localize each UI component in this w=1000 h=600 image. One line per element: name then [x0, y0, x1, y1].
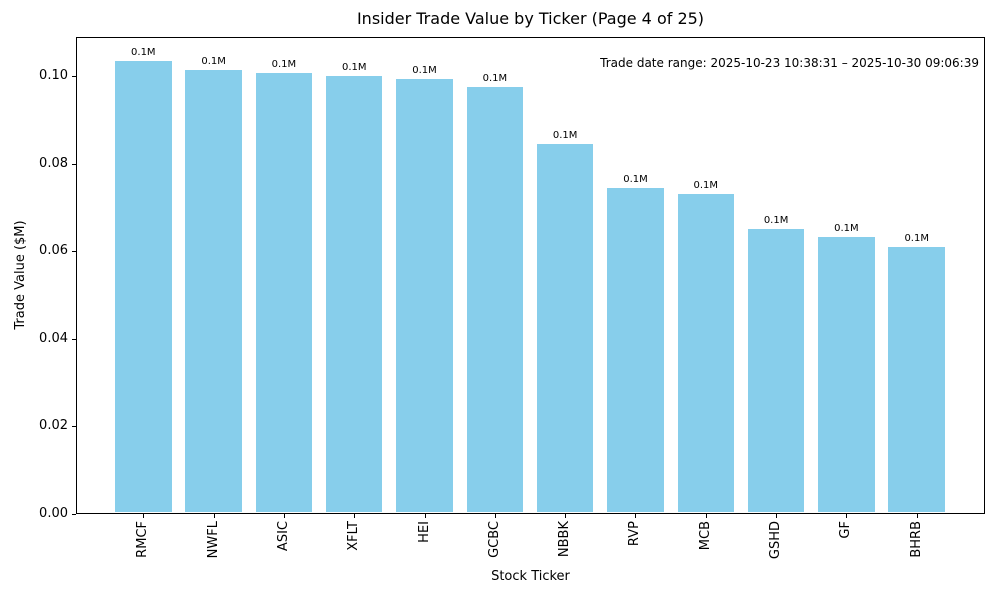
bar [115, 60, 172, 513]
x-tick-mark [565, 514, 567, 518]
x-tick-mark [705, 514, 707, 518]
x-tick-label: MCB [697, 521, 713, 551]
bar-value-label: 0.1M [763, 214, 789, 226]
bar [888, 247, 945, 513]
x-tick-label: BHRB [908, 521, 924, 558]
bar-value-label: 0.1M [623, 174, 648, 186]
x-tick-label: XFLT [346, 521, 362, 551]
x-tick-mark [494, 514, 496, 518]
y-tick-label: 0.10 [39, 68, 68, 84]
x-tick-label: RVP [627, 521, 643, 547]
bar [607, 188, 664, 513]
y-tick-mark [72, 163, 76, 165]
x-tick-label: GCBC [486, 521, 502, 558]
bar-value-label: 0.1M [904, 233, 929, 245]
y-tick-mark [72, 338, 76, 340]
bar [325, 75, 383, 513]
bar [466, 87, 524, 513]
bar [818, 237, 875, 513]
x-tick-mark [283, 514, 285, 518]
y-tick-label: 0.04 [39, 330, 68, 346]
bar-value-label: 0.1M [834, 223, 859, 235]
bar [185, 69, 242, 513]
chart-title: Insider Trade Value by Ticker (Page 4 of… [356, 9, 705, 28]
bar-value-label: 0.1M [341, 61, 367, 73]
bar-value-label: 0.1M [131, 46, 156, 58]
bar-value-label: 0.1M [482, 73, 508, 85]
bar-value-label: 0.1M [693, 180, 719, 192]
x-tick-label: HEI [416, 521, 432, 543]
y-tick-label: 0.00 [39, 505, 68, 521]
x-tick-label: NBBK [557, 521, 573, 558]
bar [255, 72, 313, 513]
annotation-text: Trade date range: 2025-10-23 10:38:31 – … [600, 56, 979, 70]
x-tick-mark [143, 514, 145, 518]
x-tick-label: ASIC [275, 521, 291, 552]
y-tick-mark [72, 251, 76, 253]
bar-value-label: 0.1M [271, 58, 297, 70]
bar [747, 228, 805, 513]
y-tick-mark [72, 76, 76, 78]
x-tick-mark [846, 514, 848, 518]
x-tick-mark [635, 514, 637, 518]
bar [536, 143, 594, 513]
x-tick-label: GSHD [768, 521, 784, 560]
bar [396, 79, 453, 513]
x-tick-mark [916, 514, 918, 518]
y-tick-mark [72, 426, 76, 428]
x-tick-mark [354, 514, 356, 518]
bar [677, 194, 735, 513]
bar-value-label: 0.1M [412, 65, 437, 77]
y-tick-mark [72, 513, 76, 515]
x-tick-mark [213, 514, 215, 518]
x-axis-label: Stock Ticker [491, 569, 570, 584]
y-tick-label: 0.02 [39, 418, 68, 434]
y-axis-label: Trade Value ($M) [13, 220, 28, 330]
x-tick-mark [424, 514, 426, 518]
bar-value-label: 0.1M [201, 55, 226, 67]
y-tick-label: 0.08 [39, 155, 68, 171]
x-tick-label: NWFL [205, 521, 221, 559]
x-tick-label: RMCF [135, 521, 151, 558]
x-tick-mark [776, 514, 778, 518]
bar-value-label: 0.1M [552, 129, 578, 141]
x-tick-label: GF [838, 521, 854, 539]
y-tick-label: 0.06 [39, 243, 68, 259]
